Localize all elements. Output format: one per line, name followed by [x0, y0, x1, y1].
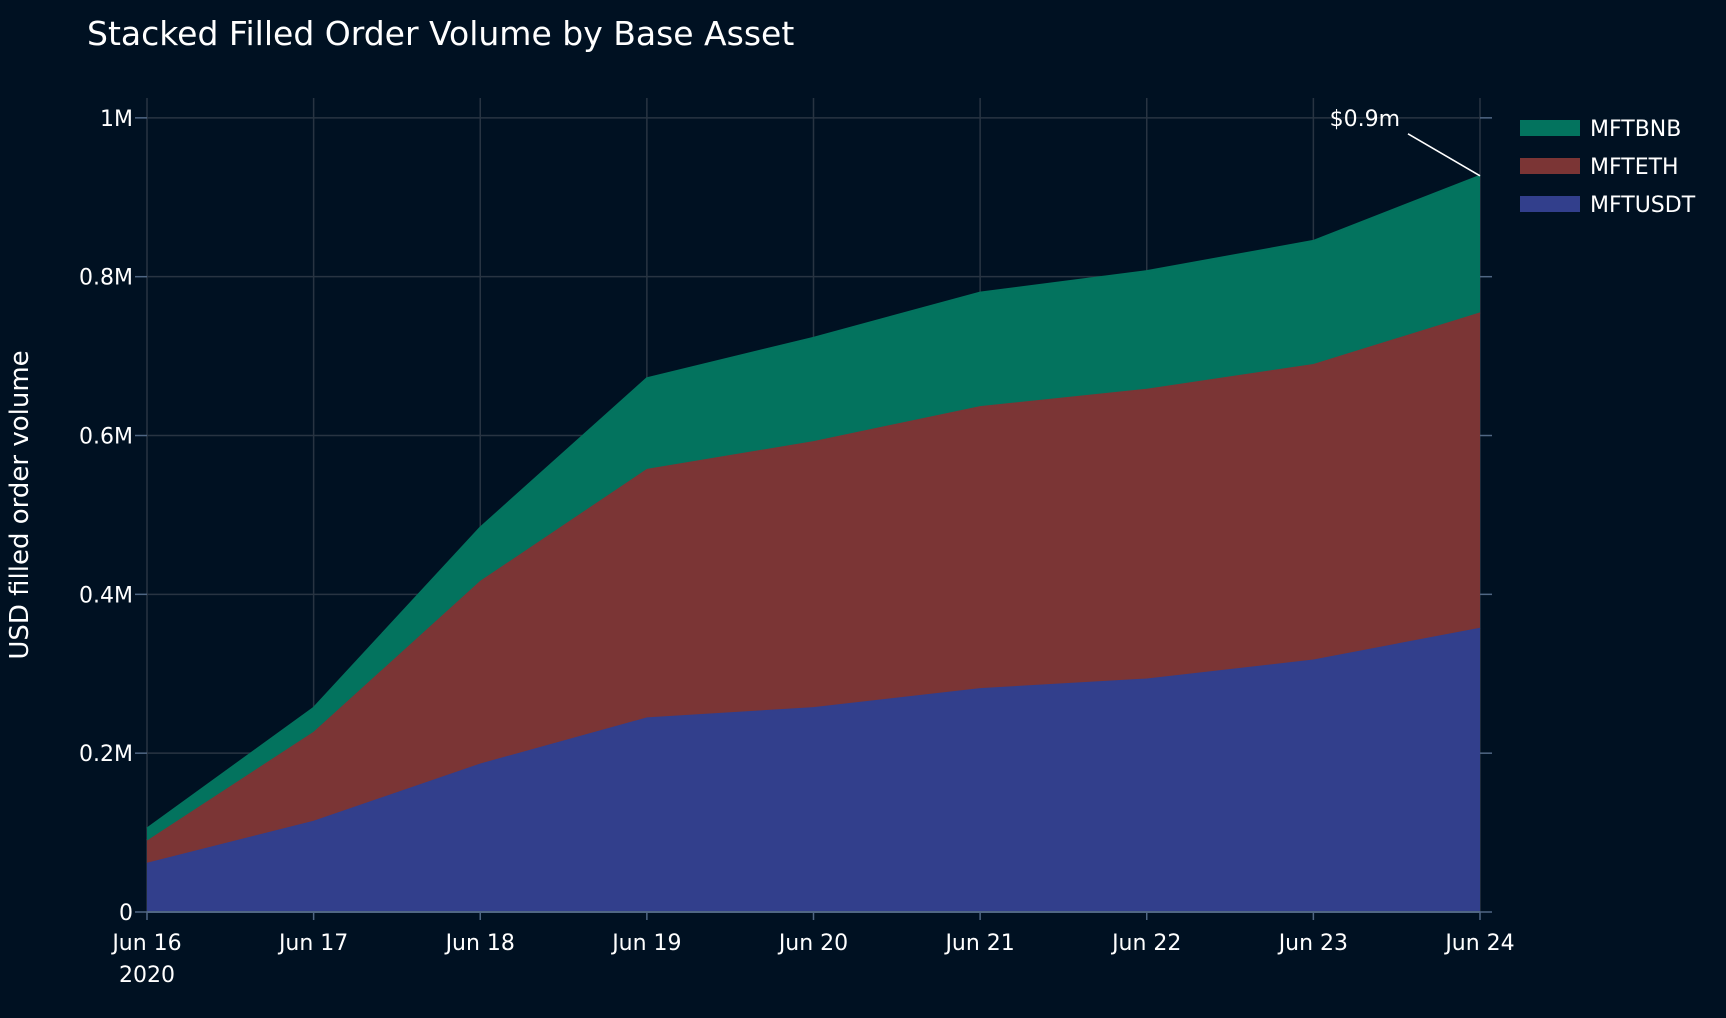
legend: MFTBNB MFTETH MFTUSDT: [1520, 117, 1696, 218]
area-mfteth: [147, 312, 1480, 863]
series-areas: [146, 174, 1481, 912]
chart-title: Stacked Filled Order Volume by Base Asse…: [87, 14, 795, 53]
x-axis-ticks: Jun 16 Jun 17 Jun 18 Jun 19 Jun 20 Jun 21 Jun …: [110, 912, 1515, 988]
y-tick-label-4: 0.8M: [79, 266, 133, 291]
x-tick-label-4: Jun 20: [777, 931, 848, 956]
area-mftbnb: [147, 175, 1480, 841]
x-tick-label-0: Jun 16: [110, 931, 181, 956]
area-edge-mftbnb: [146, 174, 1481, 830]
x-tick-label-2: Jun 18: [444, 931, 515, 956]
legend-label-mftbnb: MFTBNB: [1590, 117, 1681, 142]
y-tick-label-5: 1M: [100, 107, 133, 132]
y-tick-label-1: 0.2M: [79, 742, 133, 767]
x-tick-sublabel: 2020: [119, 963, 175, 988]
y-axis-ticks: 0 0.2M 0.4M 0.6M 0.8M 1M: [79, 107, 1492, 926]
legend-swatch-mfteth: [1520, 158, 1580, 174]
legend-swatch-mftbnb: [1520, 120, 1580, 136]
y-tick-label-3: 0.6M: [79, 425, 133, 450]
legend-label-mftusdt: MFTUSDT: [1590, 193, 1696, 218]
legend-swatch-mftusdt: [1520, 196, 1580, 212]
legend-label-mfteth: MFTETH: [1590, 155, 1679, 180]
annotations: $0.9m: [1330, 107, 1481, 177]
y-axis-title: USD filled order volume: [5, 350, 35, 659]
x-tick-label-1: Jun 17: [277, 931, 348, 956]
x-tick-label-3: Jun 19: [610, 931, 681, 956]
x-tick-label-5: Jun 21: [943, 931, 1014, 956]
x-tick-label-6: Jun 22: [1110, 931, 1181, 956]
y-tick-label-2: 0.4M: [79, 583, 133, 608]
y-tick-label-0: 0: [119, 901, 133, 926]
x-tick-label-8: Jun 24: [1443, 931, 1514, 956]
area-mftusdt: [147, 627, 1480, 912]
annotation-label-0: $0.9m: [1330, 107, 1400, 132]
annotation-arrow-0: [1407, 133, 1481, 177]
x-tick-label-7: Jun 23: [1277, 931, 1348, 956]
